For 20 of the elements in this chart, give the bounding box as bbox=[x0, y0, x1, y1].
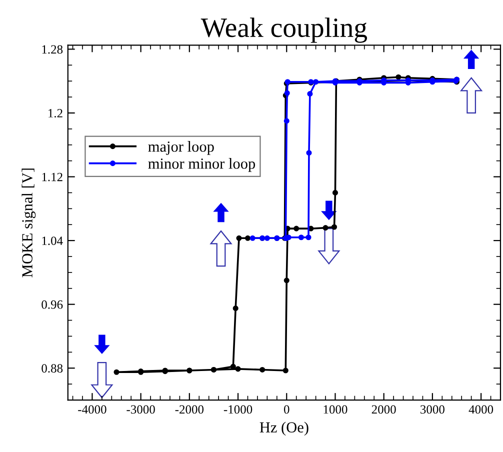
x-tick-label: -3000 bbox=[126, 405, 155, 414]
x-tick-label: 4000 bbox=[468, 405, 494, 414]
chart-title: Weak coupling bbox=[200, 18, 368, 43]
x-axis-title: Hz (Oe) bbox=[260, 422, 308, 436]
x-tick-label: 2000 bbox=[372, 405, 396, 414]
y-tick-label: 0.88 bbox=[42, 364, 63, 373]
x-tick-label: -2000 bbox=[175, 405, 204, 414]
y-tick-label: 1.12 bbox=[42, 172, 62, 182]
y-tick-label: 1.2 bbox=[48, 109, 62, 118]
y-axis-title: MOKE signal [V] bbox=[22, 168, 36, 278]
y-tick-label: 1.04 bbox=[42, 236, 63, 246]
y-tick-label: 0.96 bbox=[42, 300, 63, 309]
legend-label: minor minor loop bbox=[148, 158, 256, 172]
x-tick-label: 3000 bbox=[420, 405, 444, 414]
y-tick-label: 1.28 bbox=[42, 45, 63, 54]
x-tick-label: 0 bbox=[284, 405, 290, 414]
x-tick-label: -4000 bbox=[78, 405, 106, 414]
legend-label: major loop bbox=[148, 141, 214, 155]
x-tick-label: 1000 bbox=[324, 405, 348, 414]
x-tick-label: -1000 bbox=[224, 405, 252, 414]
